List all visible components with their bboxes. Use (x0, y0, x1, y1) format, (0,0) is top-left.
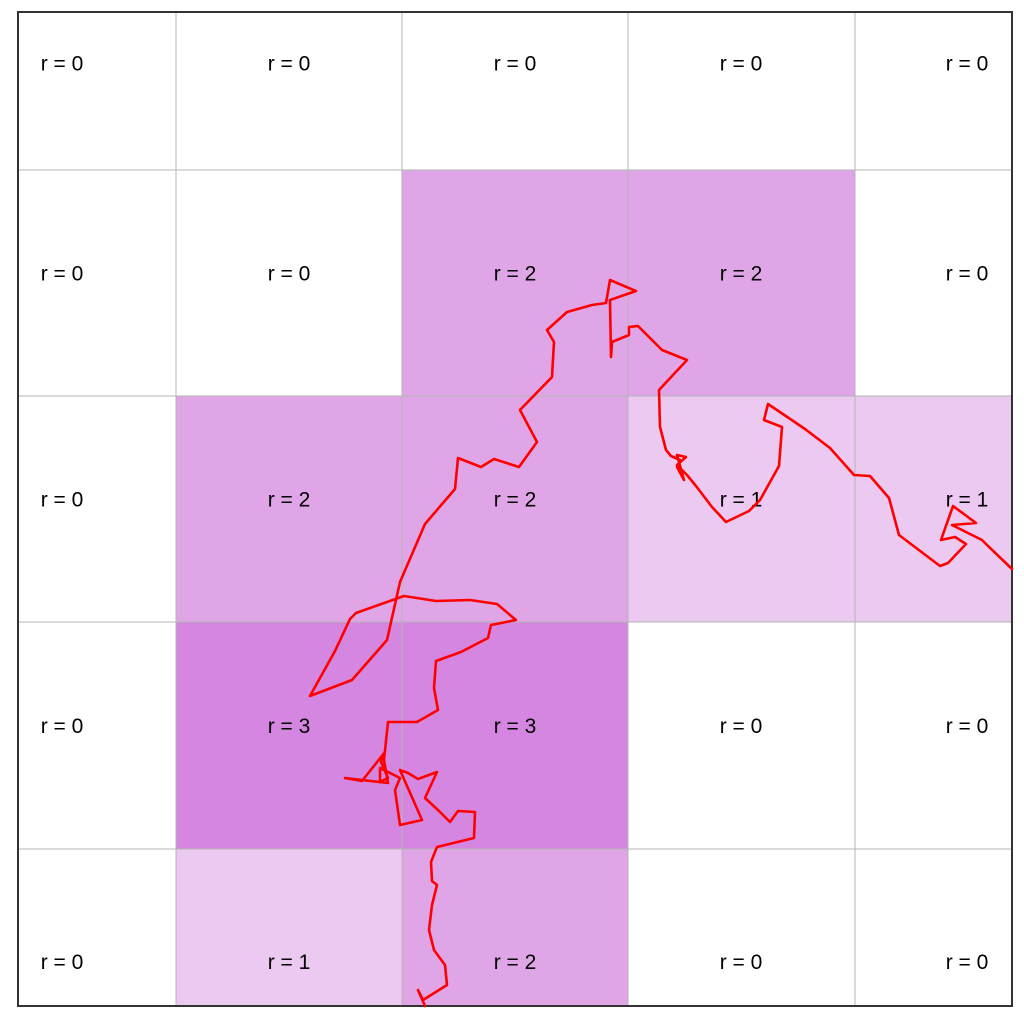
cell-label-r0-c4: r = 0 (946, 53, 989, 76)
plot-frame (17, 11, 1013, 1007)
grid-cell-r0-c2 (402, 12, 628, 170)
grid-cell-r4-c0 (18, 849, 176, 1006)
cell-label-r1-c2: r = 2 (494, 263, 537, 286)
grid-cell-r1-c3 (628, 170, 855, 396)
cell-label-r2-c2: r = 2 (494, 489, 537, 512)
grid-lines (17, 11, 1013, 1007)
cell-label-r4-c0: r = 0 (41, 951, 84, 974)
grid-cell-r0-c4 (855, 12, 1012, 170)
grid-cell-r2-c3 (628, 396, 855, 622)
cell-label-r4-c4: r = 0 (946, 951, 989, 974)
cell-label-r4-c2: r = 2 (494, 951, 537, 974)
cell-label-r0-c2: r = 0 (494, 53, 537, 76)
grid-cell-r0-c0 (18, 12, 176, 170)
grid-cell-r1-c4 (855, 170, 1012, 396)
grid-cell-r0-c3 (628, 12, 855, 170)
cell-label-r3-c3: r = 0 (720, 715, 763, 738)
cell-label-r4-c1: r = 1 (268, 951, 311, 974)
grid-cell-r3-c1 (176, 622, 402, 849)
grid-cell-r2-c0 (18, 396, 176, 622)
grid-cell-r4-c3 (628, 849, 855, 1006)
cell-label-r3-c2: r = 3 (494, 715, 537, 738)
grid-cell-r2-c1 (176, 396, 402, 622)
cell-label-r0-c1: r = 0 (268, 53, 311, 76)
grid-cell-r3-c0 (18, 622, 176, 849)
grid-cell-r4-c1 (176, 849, 402, 1006)
grid-cells (18, 12, 1012, 1006)
cell-label-r0-c3: r = 0 (720, 53, 763, 76)
cell-labels: r = 0 r = 0 r = 0 r = 0 r = 0 r = 0 r = 0 r = 2… (41, 53, 989, 975)
cell-label-r0-c0: r = 0 (41, 53, 84, 76)
cell-label-r2-c3: r = 1 (720, 489, 763, 512)
grid-cell-r3-c3 (628, 622, 855, 849)
cell-label-r4-c3: r = 0 (720, 951, 763, 974)
grid-cell-r2-c4 (855, 396, 1012, 622)
grid-cell-r1-c0 (18, 170, 176, 396)
grid-cell-r0-c1 (176, 12, 402, 170)
cell-label-r2-c1: r = 2 (268, 489, 311, 512)
cell-label-r2-c0: r = 0 (41, 489, 84, 512)
grid-cell-r4-c4 (855, 849, 1012, 1006)
cell-label-r1-c1: r = 0 (268, 263, 311, 286)
cell-label-r3-c1: r = 3 (268, 715, 311, 738)
cell-label-r3-c4: r = 0 (946, 715, 989, 738)
cell-label-r1-c4: r = 0 (946, 263, 989, 286)
grid-cell-r4-c2 (402, 849, 628, 1006)
cell-label-r2-c4: r = 1 (946, 489, 989, 512)
grid-cell-r1-c2 (402, 170, 628, 396)
grid-cell-r3-c4 (855, 622, 1012, 849)
grid-cell-r2-c2 (402, 396, 628, 622)
grid-cell-r1-c1 (176, 170, 402, 396)
cell-label-r3-c0: r = 0 (41, 715, 84, 738)
trajectory-path (308, 278, 1014, 1008)
cell-label-r1-c3: r = 2 (720, 263, 763, 286)
cell-label-r1-c0: r = 0 (41, 263, 84, 286)
